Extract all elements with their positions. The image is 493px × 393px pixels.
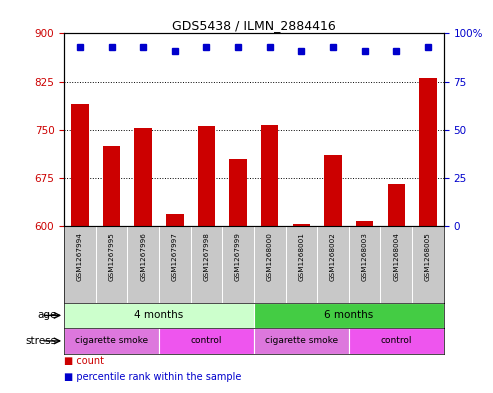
Bar bbox=[356, 221, 373, 226]
Text: GSM1267997: GSM1267997 bbox=[172, 232, 178, 281]
Bar bbox=[135, 129, 152, 226]
Bar bbox=[159, 328, 254, 354]
Text: ■ percentile rank within the sample: ■ percentile rank within the sample bbox=[64, 372, 242, 382]
Bar bbox=[349, 328, 444, 354]
Text: GSM1267999: GSM1267999 bbox=[235, 232, 241, 281]
Bar bbox=[64, 328, 159, 354]
Bar bbox=[261, 125, 279, 226]
Text: cigarette smoke: cigarette smoke bbox=[75, 336, 148, 345]
Text: control: control bbox=[191, 336, 222, 345]
Bar bbox=[229, 158, 247, 226]
Text: 6 months: 6 months bbox=[324, 310, 373, 320]
Text: stress: stress bbox=[25, 336, 57, 346]
Bar bbox=[198, 127, 215, 226]
Bar bbox=[293, 224, 310, 226]
Text: GSM1267994: GSM1267994 bbox=[77, 232, 83, 281]
Text: GSM1268004: GSM1268004 bbox=[393, 232, 399, 281]
Bar bbox=[71, 104, 89, 226]
Bar bbox=[324, 155, 342, 226]
Bar bbox=[103, 146, 120, 226]
Text: age: age bbox=[37, 310, 57, 320]
Text: GSM1268003: GSM1268003 bbox=[361, 232, 368, 281]
Text: GSM1268000: GSM1268000 bbox=[267, 232, 273, 281]
Text: GSM1267996: GSM1267996 bbox=[140, 232, 146, 281]
Text: GSM1268005: GSM1268005 bbox=[425, 232, 431, 281]
Text: cigarette smoke: cigarette smoke bbox=[265, 336, 338, 345]
Bar bbox=[254, 328, 349, 354]
Bar bbox=[387, 184, 405, 226]
Bar bbox=[64, 303, 254, 328]
Text: GSM1267998: GSM1267998 bbox=[204, 232, 210, 281]
Bar bbox=[419, 78, 437, 226]
Text: GSM1268002: GSM1268002 bbox=[330, 232, 336, 281]
Text: GSM1268001: GSM1268001 bbox=[298, 232, 304, 281]
Text: ■ count: ■ count bbox=[64, 356, 104, 366]
Bar bbox=[166, 215, 183, 226]
Title: GDS5438 / ILMN_2884416: GDS5438 / ILMN_2884416 bbox=[172, 19, 336, 32]
Text: 4 months: 4 months bbox=[135, 310, 183, 320]
Bar bbox=[254, 303, 444, 328]
Text: GSM1267995: GSM1267995 bbox=[108, 232, 114, 281]
Text: control: control bbox=[381, 336, 412, 345]
